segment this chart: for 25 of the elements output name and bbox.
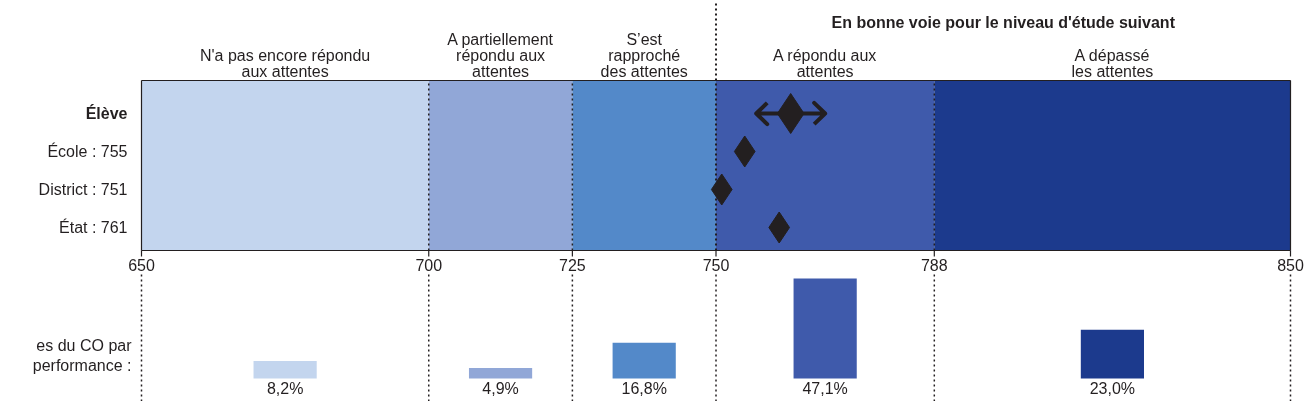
x-tick-label: 850 [1277, 256, 1304, 274]
band-label: S’est rapproché des attentes [600, 30, 688, 80]
x-tick-label: 650 [128, 256, 155, 274]
y-tick-label: État : 761 [59, 218, 128, 236]
x-tick-label: 725 [559, 256, 586, 274]
y-axis-title: es du CO par performance : [32, 337, 133, 374]
band-label: A répondu aux attentes [773, 46, 877, 80]
data-label: 8,2% [266, 379, 304, 397]
y-tick-label: École : 755 [47, 142, 128, 160]
band-label: N'a pas encore répondu aux attentes [199, 46, 371, 80]
x-tick-label: 788 [920, 256, 948, 274]
data-label: 47,1% [802, 379, 848, 397]
point [710, 173, 733, 206]
data-label: 23,0% [1089, 379, 1136, 397]
point [733, 135, 756, 168]
band-label: A dépassé les attentes [1071, 46, 1154, 80]
point [768, 211, 791, 244]
x-tick-label: 700 [415, 256, 443, 274]
y-tick-label: Élève [85, 104, 128, 122]
data-label: 16,8% [621, 379, 667, 397]
ref-line-label: En bonne voie pour le niveau d'étude suivant [831, 13, 1176, 31]
x-tick-label: 750 [702, 256, 730, 274]
data-label: 4,9% [482, 379, 519, 397]
y-tick-label: District : 751 [38, 181, 128, 198]
band-label: A partiellement répondu aux attentes [447, 30, 554, 80]
